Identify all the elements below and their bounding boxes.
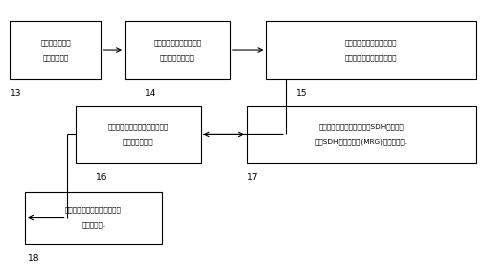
Text: 18: 18 [27,254,39,263]
Text: 序中增加速度、加速度通讯: 序中增加速度、加速度通讯 [345,54,397,61]
Text: 13: 13 [10,89,22,98]
Bar [266,21,475,79]
Bar [76,106,200,163]
Bar [10,21,101,79]
Text: 在二级计算机区: 在二级计算机区 [40,39,71,46]
Text: 建立SDH到速度模块(MRG)的通讯通道.: 建立SDH到速度模块(MRG)的通讯通道. [314,139,407,145]
Text: 系统控制块.: 系统控制块. [81,222,105,228]
Bar [125,21,229,79]
Text: 度、加速度变量: 度、加速度变量 [123,139,153,145]
Text: 下送报文至一级数据处理（SDH）模块，: 下送报文至一级数据处理（SDH）模块， [318,123,404,130]
Bar [25,192,161,244]
Text: 15: 15 [295,89,306,98]
Bar [246,106,475,163]
Text: 在一级、二级计算机通讯程: 在一级、二级计算机通讯程 [345,39,397,46]
Text: 根据钢种、规格建立不同: 根据钢种、规格建立不同 [153,39,201,46]
Text: 在一级、二级通讯报文中增加速: 在一级、二级通讯报文中增加速 [107,123,169,130]
Text: 分钢种、规格: 分钢种、规格 [42,54,68,61]
Text: 16: 16 [96,173,107,182]
Text: 14: 14 [144,89,156,98]
Text: 读取报文数据值，传送到传动: 读取报文数据值，传送到传动 [65,207,122,213]
Text: 的速度、加速度值: 的速度、加速度值 [160,54,195,61]
Text: 17: 17 [246,173,258,182]
